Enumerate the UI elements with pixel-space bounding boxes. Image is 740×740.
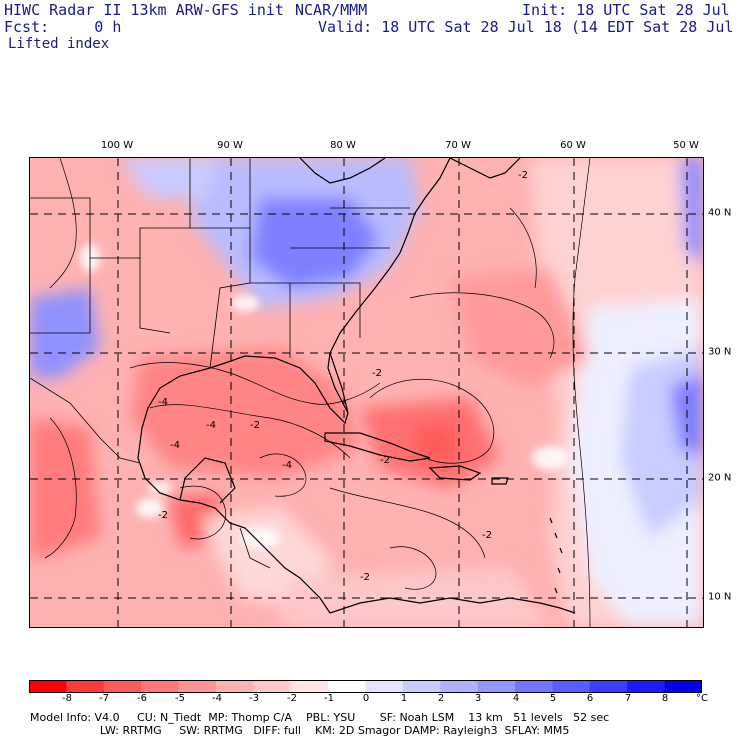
contour-label: -2 xyxy=(158,510,168,521)
lat-label-20n: 20 N xyxy=(708,472,732,484)
colorbar-tick: -1 xyxy=(324,693,334,704)
colorbar-tick: 7 xyxy=(624,693,632,704)
colorbar-swatch xyxy=(29,680,67,693)
colorbar-unit: °C xyxy=(696,693,708,704)
li-contours xyxy=(44,158,591,627)
field-pockets xyxy=(80,244,568,548)
model-info-line2: LW: RRTMG SW: RRTMG DIFF: full KM: 2D Sm… xyxy=(30,724,570,737)
contour-label: -2 xyxy=(250,420,260,431)
colorbar-tick: 0 xyxy=(362,693,370,704)
colorbar-tick: 2 xyxy=(437,693,445,704)
contour-label: -2 xyxy=(360,572,370,583)
colorbar-swatch xyxy=(215,680,254,693)
contour-label: -4 xyxy=(282,460,292,471)
field-name: Lifted index xyxy=(8,36,110,52)
lon-label-70w: 70 W xyxy=(445,140,471,151)
colorbar-swatch xyxy=(589,680,628,693)
colorbar-tick: -3 xyxy=(249,693,259,704)
colorbar-border xyxy=(29,680,702,693)
colorbar-swatch xyxy=(178,680,217,693)
colorbar-swatch xyxy=(66,680,105,693)
colorbar-swatch xyxy=(627,680,666,693)
lat-label-40n: 40 N xyxy=(708,207,732,219)
contour-label: -4 xyxy=(158,397,168,408)
colorbar-tick: -6 xyxy=(137,693,147,704)
colorbar-swatch xyxy=(440,680,479,693)
color-scale-bar xyxy=(29,680,702,693)
coastlines xyxy=(137,158,576,614)
lon-label-90w: 90 W xyxy=(217,140,243,151)
colorbar-tick: -8 xyxy=(62,693,72,704)
colorbar-swatch xyxy=(141,680,180,693)
lat-label-10n: 10 N xyxy=(708,591,732,603)
colorbar-tick: 5 xyxy=(549,693,557,704)
colorbar-tick: 3 xyxy=(474,693,482,704)
contour-label: -4 xyxy=(170,440,180,451)
colorbar-tick: -7 xyxy=(99,693,109,704)
lon-label-50w: 50 W xyxy=(673,140,699,151)
colorbar-swatch xyxy=(477,680,516,693)
colorbar-tick: 4 xyxy=(512,693,520,704)
colorbar-tick: -2 xyxy=(287,693,297,704)
colorbar-swatch xyxy=(365,680,404,693)
colorbar-swatch xyxy=(290,680,329,693)
lon-label-60w: 60 W xyxy=(560,140,586,151)
contour-label: -2 xyxy=(380,455,390,466)
init-time: Init: 18 UTC Sat 28 Jul 18 xyxy=(522,1,740,19)
colorbar-tick: 8 xyxy=(661,693,669,704)
model-info-line1: Model Info: V4.0 CU: N_Tiedt MP: Thomp C… xyxy=(30,711,610,724)
latlon-grid xyxy=(30,158,703,627)
colorbar-tick: 6 xyxy=(586,693,594,704)
colorbar-swatch xyxy=(328,680,366,693)
contour-label: -4 xyxy=(206,420,216,431)
lon-label-80w: 80 W xyxy=(330,140,356,151)
lat-label-30n: 30 N xyxy=(708,346,732,358)
political-borders xyxy=(30,158,410,569)
forecast-hour: Fcst: 0 h xyxy=(4,18,122,36)
colorbar-swatch xyxy=(552,680,591,693)
contour-labels: -2 -4 -2 -4 -4 -2 -2 -4 -2 -2 -2 xyxy=(158,170,528,583)
colorbar-swatch xyxy=(515,680,553,693)
colorbar-tick: 1 xyxy=(400,693,408,704)
organization: NCAR/MMM xyxy=(295,1,368,19)
colorbar-tick: -4 xyxy=(212,693,222,704)
colorbar-swatch xyxy=(664,680,702,693)
model-title: HIWC Radar II 13km ARW-GFS init xyxy=(4,1,284,19)
colorbar-swatch xyxy=(402,680,441,693)
lon-label-100w: 100 W xyxy=(100,140,134,151)
contour-label: -2 xyxy=(518,170,528,181)
contour-label: -2 xyxy=(372,368,382,379)
colorbar-swatch xyxy=(253,680,292,693)
contour-label: -2 xyxy=(482,530,492,541)
valid-time: Valid: 18 UTC Sat 28 Jul 18 (14 EDT Sat … xyxy=(318,18,740,36)
field-shading xyxy=(30,158,703,627)
colorbar-tick: -5 xyxy=(175,693,185,704)
colorbar-swatch xyxy=(103,680,142,693)
lifted-index-map: -2 -4 -2 -4 -4 -2 -2 -4 -2 -2 -2 xyxy=(29,157,704,628)
